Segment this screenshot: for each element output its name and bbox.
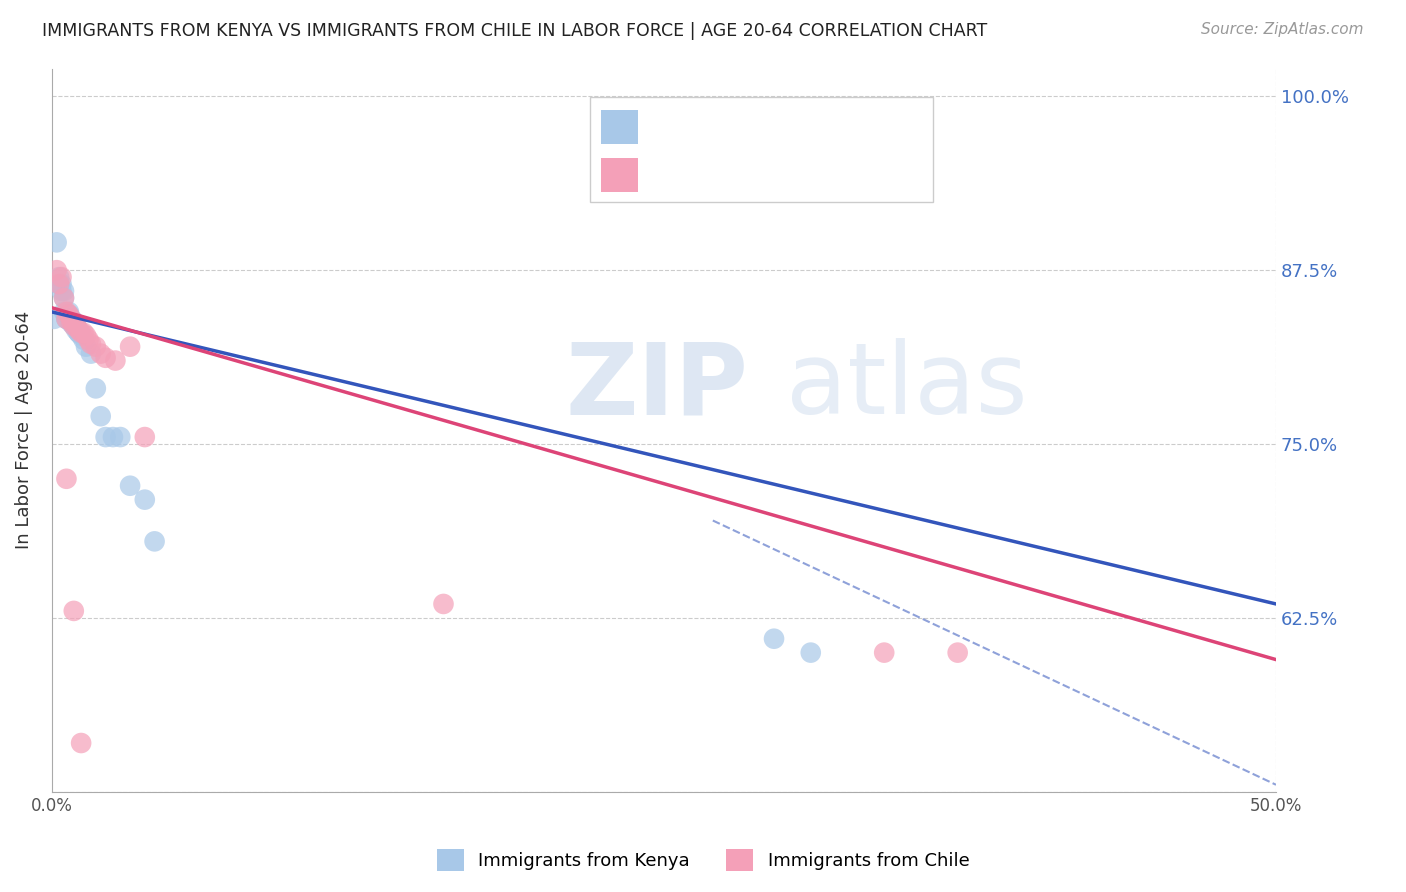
Text: IMMIGRANTS FROM KENYA VS IMMIGRANTS FROM CHILE IN LABOR FORCE | AGE 20-64 CORREL: IMMIGRANTS FROM KENYA VS IMMIGRANTS FROM…	[42, 22, 987, 40]
Point	[62, 315, 84, 329]
Point	[84, 340, 107, 354]
Point	[94, 351, 117, 365]
Point	[67, 326, 90, 340]
Point	[70, 328, 93, 343]
Point	[432, 597, 454, 611]
Point	[44, 311, 66, 326]
Point	[65, 318, 87, 333]
Legend: Immigrants from Kenya, Immigrants from Chile: Immigrants from Kenya, Immigrants from C…	[429, 842, 977, 879]
Point	[51, 270, 73, 285]
Point	[58, 308, 80, 322]
Point	[946, 646, 969, 660]
Point	[55, 472, 77, 486]
Point	[55, 305, 77, 319]
Point	[80, 337, 103, 351]
Point	[134, 430, 156, 444]
Point	[84, 381, 107, 395]
Point	[67, 326, 90, 340]
Point	[65, 320, 87, 334]
Text: ZIP: ZIP	[567, 338, 749, 435]
Point	[72, 333, 94, 347]
Point	[60, 316, 83, 330]
Point	[62, 318, 84, 333]
Point	[110, 430, 132, 444]
Point	[134, 492, 156, 507]
Point	[58, 308, 80, 322]
Point	[143, 534, 166, 549]
Point	[763, 632, 786, 646]
Point	[53, 291, 76, 305]
Point	[77, 333, 100, 347]
Point	[90, 409, 112, 424]
Point	[48, 277, 70, 291]
Point	[48, 277, 70, 291]
Point	[94, 430, 117, 444]
Point	[45, 263, 67, 277]
Point	[60, 311, 83, 326]
Point	[101, 430, 124, 444]
Text: Source: ZipAtlas.com: Source: ZipAtlas.com	[1201, 22, 1364, 37]
Point	[120, 479, 142, 493]
Point	[60, 311, 83, 326]
Y-axis label: In Labor Force | Age 20-64: In Labor Force | Age 20-64	[15, 311, 32, 549]
Point	[48, 270, 70, 285]
Point	[70, 736, 93, 750]
Point	[55, 311, 77, 326]
Point	[58, 308, 80, 322]
Point	[58, 305, 80, 319]
Point	[55, 311, 77, 326]
Point	[45, 235, 67, 250]
Point	[80, 346, 103, 360]
Point	[55, 311, 77, 326]
Point	[67, 323, 90, 337]
Text: atlas: atlas	[786, 338, 1028, 435]
Point	[51, 284, 73, 298]
Point	[873, 646, 896, 660]
Point	[62, 315, 84, 329]
Point	[90, 346, 112, 360]
Point	[72, 326, 94, 340]
Point	[62, 604, 84, 618]
Point	[75, 328, 97, 343]
Point	[725, 179, 748, 194]
Point	[53, 291, 76, 305]
Point	[53, 284, 76, 298]
Point	[65, 323, 87, 337]
Point	[53, 305, 76, 319]
Point	[51, 277, 73, 291]
Point	[60, 315, 83, 329]
Point	[104, 353, 127, 368]
Point	[120, 340, 142, 354]
Point	[65, 318, 87, 333]
Point	[800, 646, 823, 660]
Point	[62, 318, 84, 333]
Point	[70, 326, 93, 340]
Point	[75, 340, 97, 354]
